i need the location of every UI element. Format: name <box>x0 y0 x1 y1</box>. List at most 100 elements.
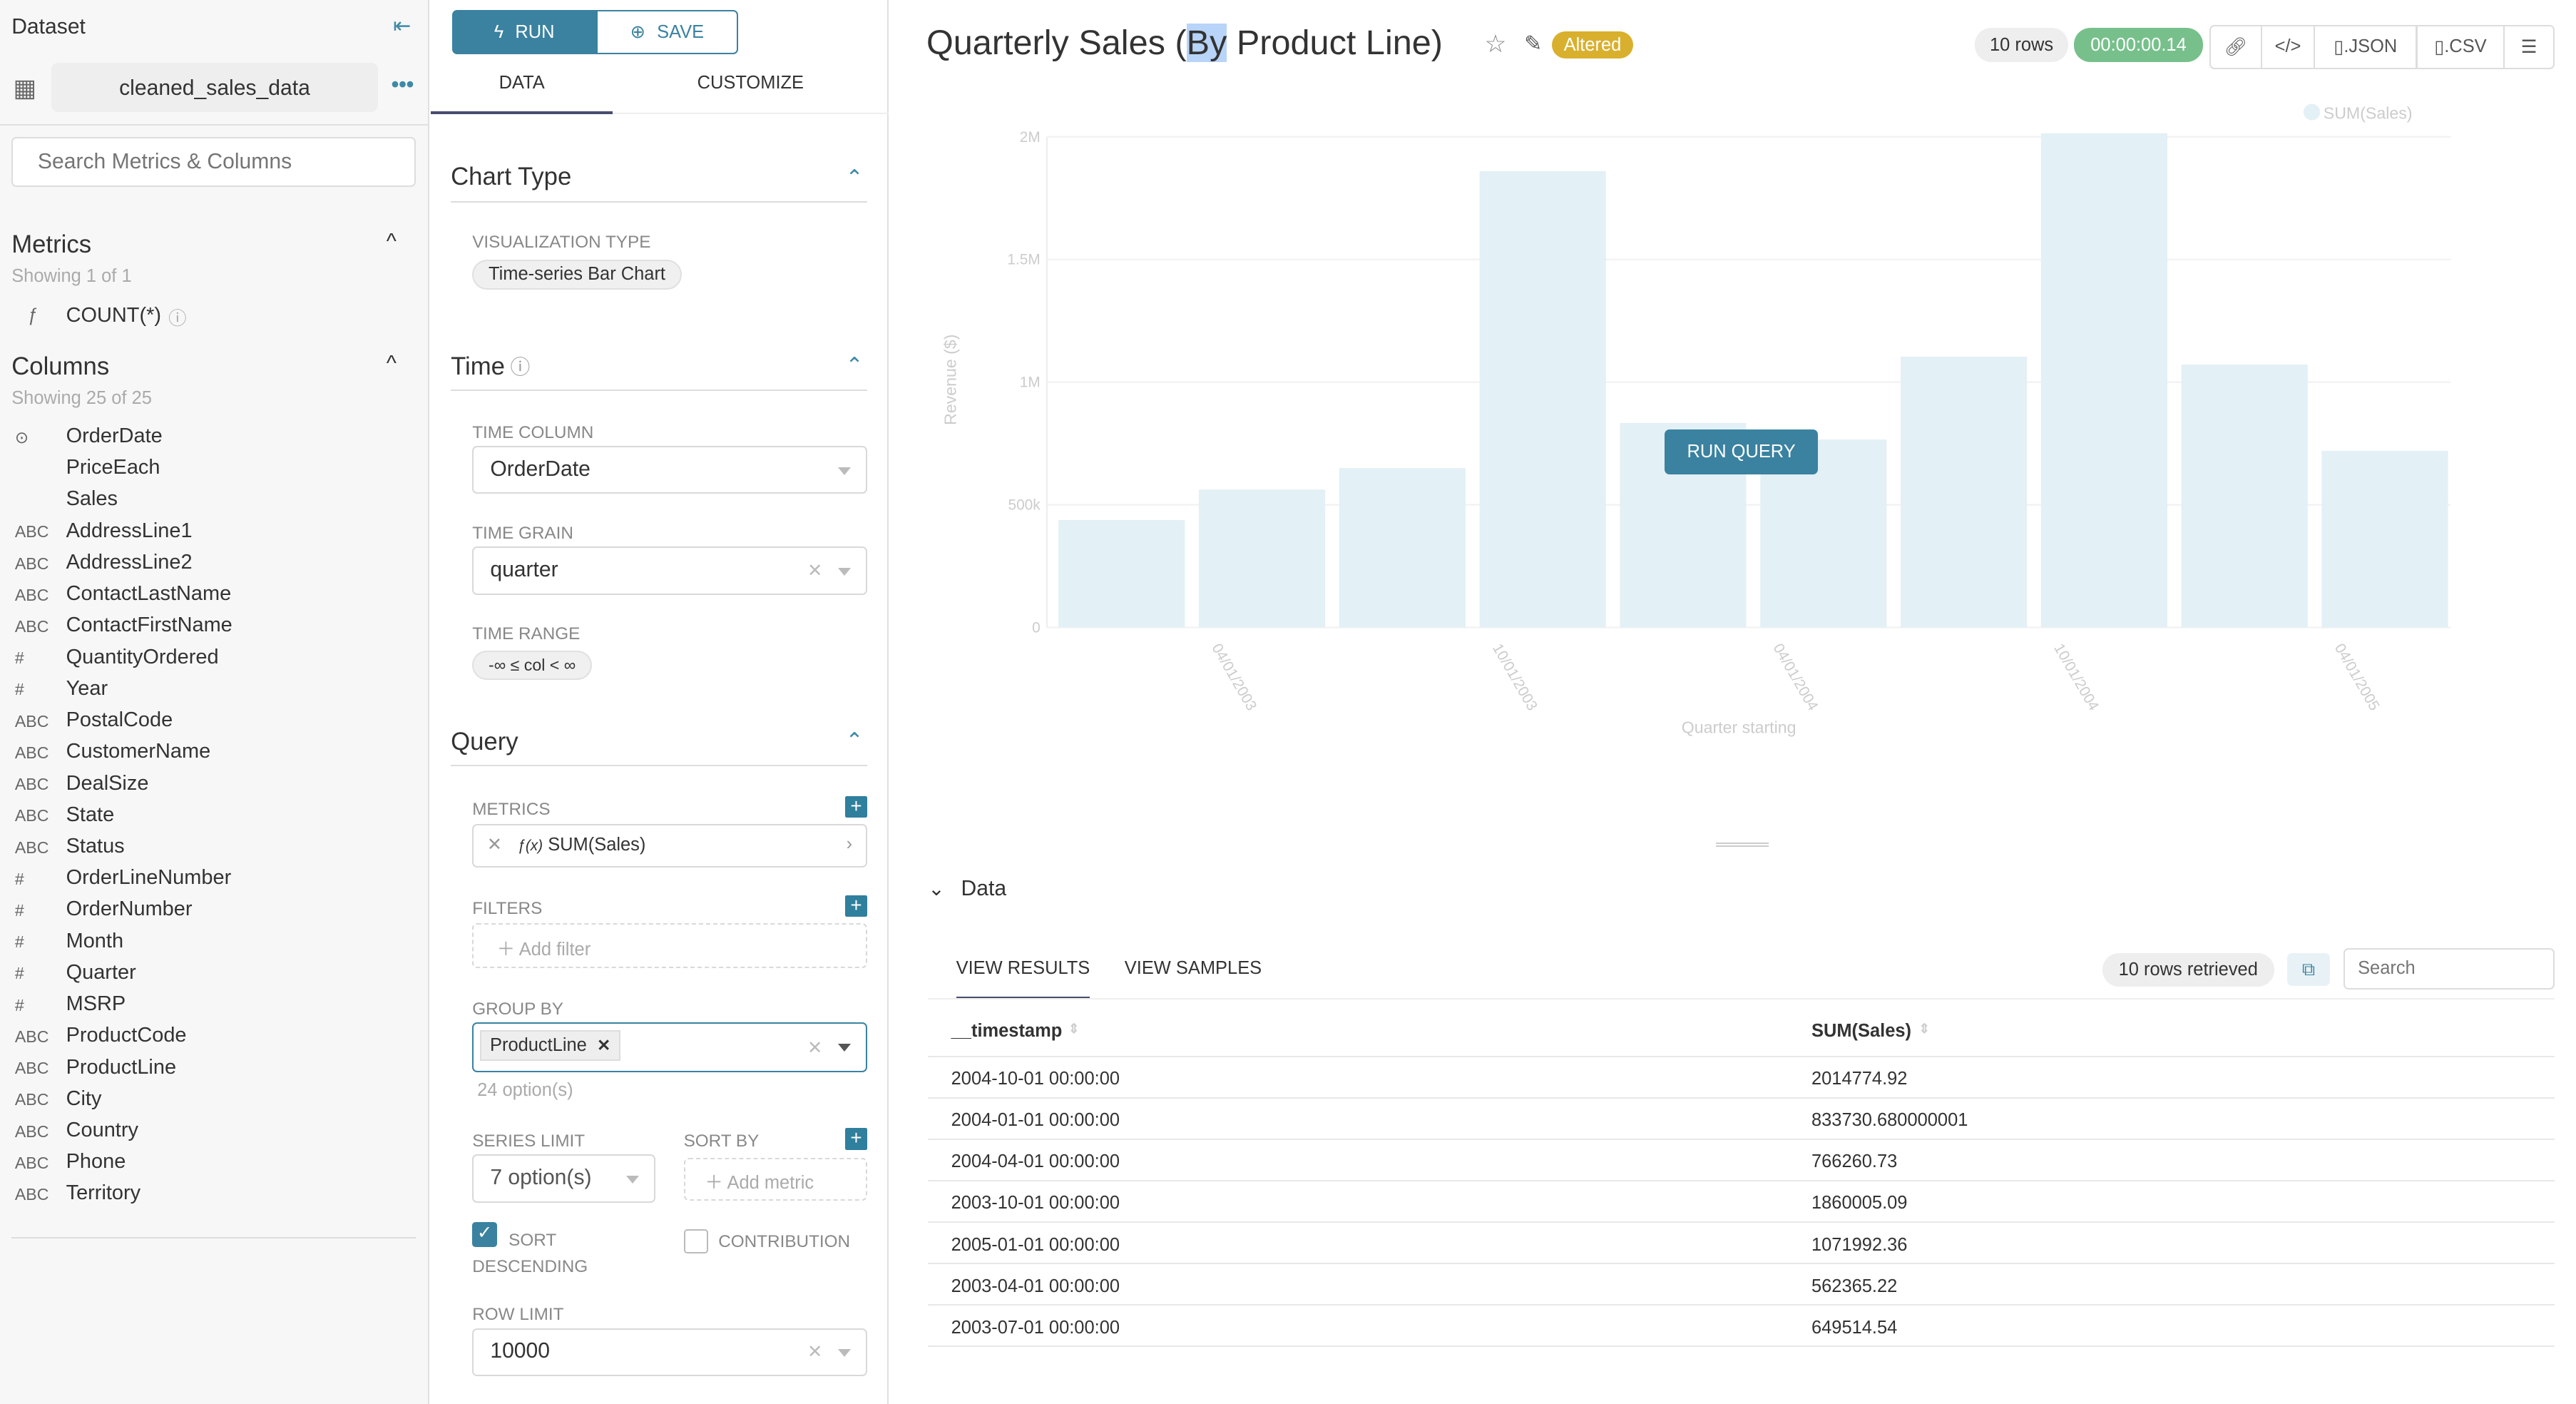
star-icon[interactable]: ☆ <box>1484 30 1507 58</box>
add-filter-button[interactable]: ＋ Add filter <box>472 923 867 968</box>
column-item[interactable]: # OrderLineNumber <box>0 865 413 896</box>
column-item[interactable]: # Month <box>0 927 413 959</box>
search-metrics-input[interactable] <box>11 137 416 187</box>
column-item[interactable]: ABC AddressLine2 <box>0 549 413 581</box>
column-item[interactable]: ABC ContactFirstName <box>0 612 413 644</box>
row-limit-select[interactable]: 10000 ✕ <box>472 1328 867 1376</box>
column-name: AddressLine1 <box>66 519 193 542</box>
more-icon[interactable]: ••• <box>391 72 414 96</box>
chevron-up-icon[interactable]: ^ <box>386 352 397 376</box>
bar[interactable] <box>1058 520 1185 628</box>
column-item[interactable]: ABC ProductLine <box>0 1054 413 1085</box>
column-item[interactable]: ABC AddressLine1 <box>0 517 413 549</box>
column-item[interactable]: ABC Status <box>0 833 413 865</box>
column-item[interactable]: # QuantityOrdered <box>0 644 413 675</box>
contribution-checkbox[interactable] <box>683 1228 709 1254</box>
add-filter-icon[interactable]: + <box>845 895 867 917</box>
altered-badge[interactable]: Altered <box>1552 31 1633 59</box>
bar[interactable] <box>2181 365 2308 628</box>
column-item[interactable]: # Year <box>0 676 413 707</box>
help-icon[interactable]: ⓘ <box>168 309 187 330</box>
export-json-button[interactable]: ▯ .JSON <box>2313 24 2418 70</box>
column-item[interactable]: ABC Country <box>0 1117 413 1149</box>
column-item[interactable]: ABC ProductCode <box>0 1022 413 1054</box>
column-item[interactable]: ABC City <box>0 1085 413 1116</box>
dataset-title: Dataset <box>11 14 86 39</box>
column-item[interactable]: PriceEach <box>0 454 413 486</box>
column-type-icon: ABC <box>14 1121 49 1141</box>
metric-item[interactable]: COUNT(*) <box>66 304 162 327</box>
tab-data[interactable]: DATA <box>431 73 613 114</box>
tab-customize[interactable]: CUSTOMIZE <box>613 73 889 114</box>
column-item[interactable]: ABC PostalCode <box>0 707 413 738</box>
column-item[interactable]: # OrderNumber <box>0 896 413 927</box>
chevron-up-icon[interactable]: ^ <box>386 229 397 253</box>
column-name: Phone <box>66 1150 126 1174</box>
chevron-up-icon[interactable]: ⌃ <box>845 166 864 190</box>
viz-type-selector[interactable]: Time-series Bar Chart <box>472 259 682 290</box>
column-item[interactable]: Sales <box>0 486 413 517</box>
column-type-icon: ABC <box>14 1090 49 1109</box>
column-type-icon: ABC <box>14 775 49 794</box>
time-range-selector[interactable]: -∞ ≤ col < ∞ <box>472 651 593 680</box>
bar[interactable] <box>1198 489 1326 628</box>
column-item[interactable]: ABC Territory <box>0 1180 413 1211</box>
chevron-up-icon[interactable]: ⌃ <box>845 729 864 753</box>
run-query-button[interactable]: RUN QUERY <box>1664 429 1819 474</box>
legend-label[interactable]: SUM(Sales) <box>2324 104 2413 123</box>
col-header-sum-sales[interactable]: SUM(Sales) <box>1811 1020 1912 1041</box>
column-name: MSRP <box>66 992 126 1016</box>
export-csv-button[interactable]: ▯ .CSV <box>2416 24 2505 70</box>
time-column-select[interactable]: OrderDate <box>472 446 867 494</box>
column-item[interactable]: ⊙ OrderDate <box>0 423 413 454</box>
data-heading[interactable]: Data <box>961 877 1007 901</box>
add-metric-icon[interactable]: + <box>845 796 867 818</box>
dataset-selector[interactable]: cleaned_sales_data <box>51 62 379 113</box>
link-icon[interactable]: 🔗︎ <box>2209 24 2263 70</box>
chevron-up-icon[interactable]: ⌃ <box>845 354 864 378</box>
info-icon[interactable]: ⓘ <box>510 356 531 379</box>
embed-code-icon[interactable]: </> <box>2260 24 2316 70</box>
metric-chip[interactable]: ✕ ƒ(x) SUM(Sales) › <box>472 824 867 868</box>
series-limit-select[interactable]: 7 option(s) <box>472 1154 656 1203</box>
bar[interactable] <box>2321 451 2448 628</box>
results-search-input[interactable] <box>2343 948 2555 990</box>
copy-icon[interactable]: ⧉ <box>2286 952 2331 987</box>
run-button[interactable]: ϟ RUN <box>452 9 596 55</box>
save-button[interactable]: ⊕ SAVE <box>596 9 738 55</box>
column-item[interactable]: ABC DealSize <box>0 770 413 801</box>
column-item[interactable]: # MSRP <box>0 991 413 1022</box>
bar[interactable] <box>1339 468 1466 628</box>
add-sort-icon[interactable]: + <box>845 1128 867 1150</box>
column-item[interactable]: ABC ContactLastName <box>0 581 413 612</box>
column-name: PostalCode <box>66 708 173 732</box>
bar[interactable] <box>1479 171 1606 628</box>
column-type-icon: ABC <box>14 522 49 541</box>
tab-view-results[interactable]: VIEW RESULTS <box>956 958 1090 999</box>
column-item[interactable]: ABC Phone <box>0 1149 413 1180</box>
column-item[interactable]: # Quarter <box>0 960 413 991</box>
collapse-icon[interactable]: ⇤ <box>393 14 412 38</box>
chart-title[interactable]: Quarterly Sales (By Product Line) <box>926 24 1443 63</box>
edit-icon[interactable]: ✎ <box>1524 31 1543 56</box>
column-type-icon: ABC <box>14 806 49 825</box>
resize-handle[interactable] <box>1715 842 1769 847</box>
column-name: OrderDate <box>66 424 163 448</box>
bar[interactable] <box>2040 133 2167 628</box>
menu-icon[interactable]: ☰ <box>2503 24 2555 70</box>
chevron-down-icon[interactable]: ⌄ <box>928 878 945 900</box>
time-grain-select[interactable]: quarter ✕ <box>472 546 867 595</box>
column-name: Territory <box>66 1181 141 1205</box>
cell-timestamp: 2004-10-01 00:00:00 <box>951 1069 1120 1089</box>
tab-view-samples[interactable]: VIEW SAMPLES <box>1124 957 1262 978</box>
col-header-timestamp[interactable]: __timestamp <box>951 1020 1063 1041</box>
column-item[interactable]: ABC CustomerName <box>0 738 413 770</box>
column-name: QuantityOrdered <box>66 645 219 668</box>
sort-descending-checkbox[interactable]: ✓ <box>472 1222 497 1248</box>
bar[interactable] <box>1901 357 2028 628</box>
x-tick-label: 04/01/2003 <box>1208 641 1259 714</box>
add-metric-button[interactable]: ＋ Add metric <box>683 1158 867 1201</box>
column-type-icon: # <box>14 648 24 668</box>
column-item[interactable]: ABC State <box>0 801 413 833</box>
group-by-select[interactable]: ProductLine ✕ ✕ <box>472 1022 867 1072</box>
